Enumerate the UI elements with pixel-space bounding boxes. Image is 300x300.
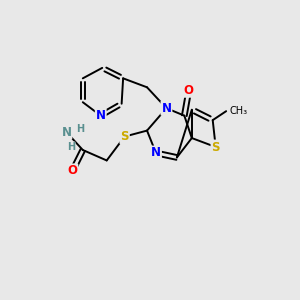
Text: S: S — [120, 130, 129, 143]
Text: O: O — [68, 164, 77, 177]
Text: H: H — [76, 124, 84, 134]
Text: O: O — [184, 84, 194, 97]
Text: S: S — [212, 140, 220, 154]
Text: N: N — [151, 146, 161, 160]
Text: H: H — [67, 142, 75, 152]
Text: N: N — [161, 102, 171, 115]
Text: CH₃: CH₃ — [229, 106, 247, 116]
Text: N: N — [96, 109, 106, 122]
Text: N: N — [61, 126, 71, 139]
